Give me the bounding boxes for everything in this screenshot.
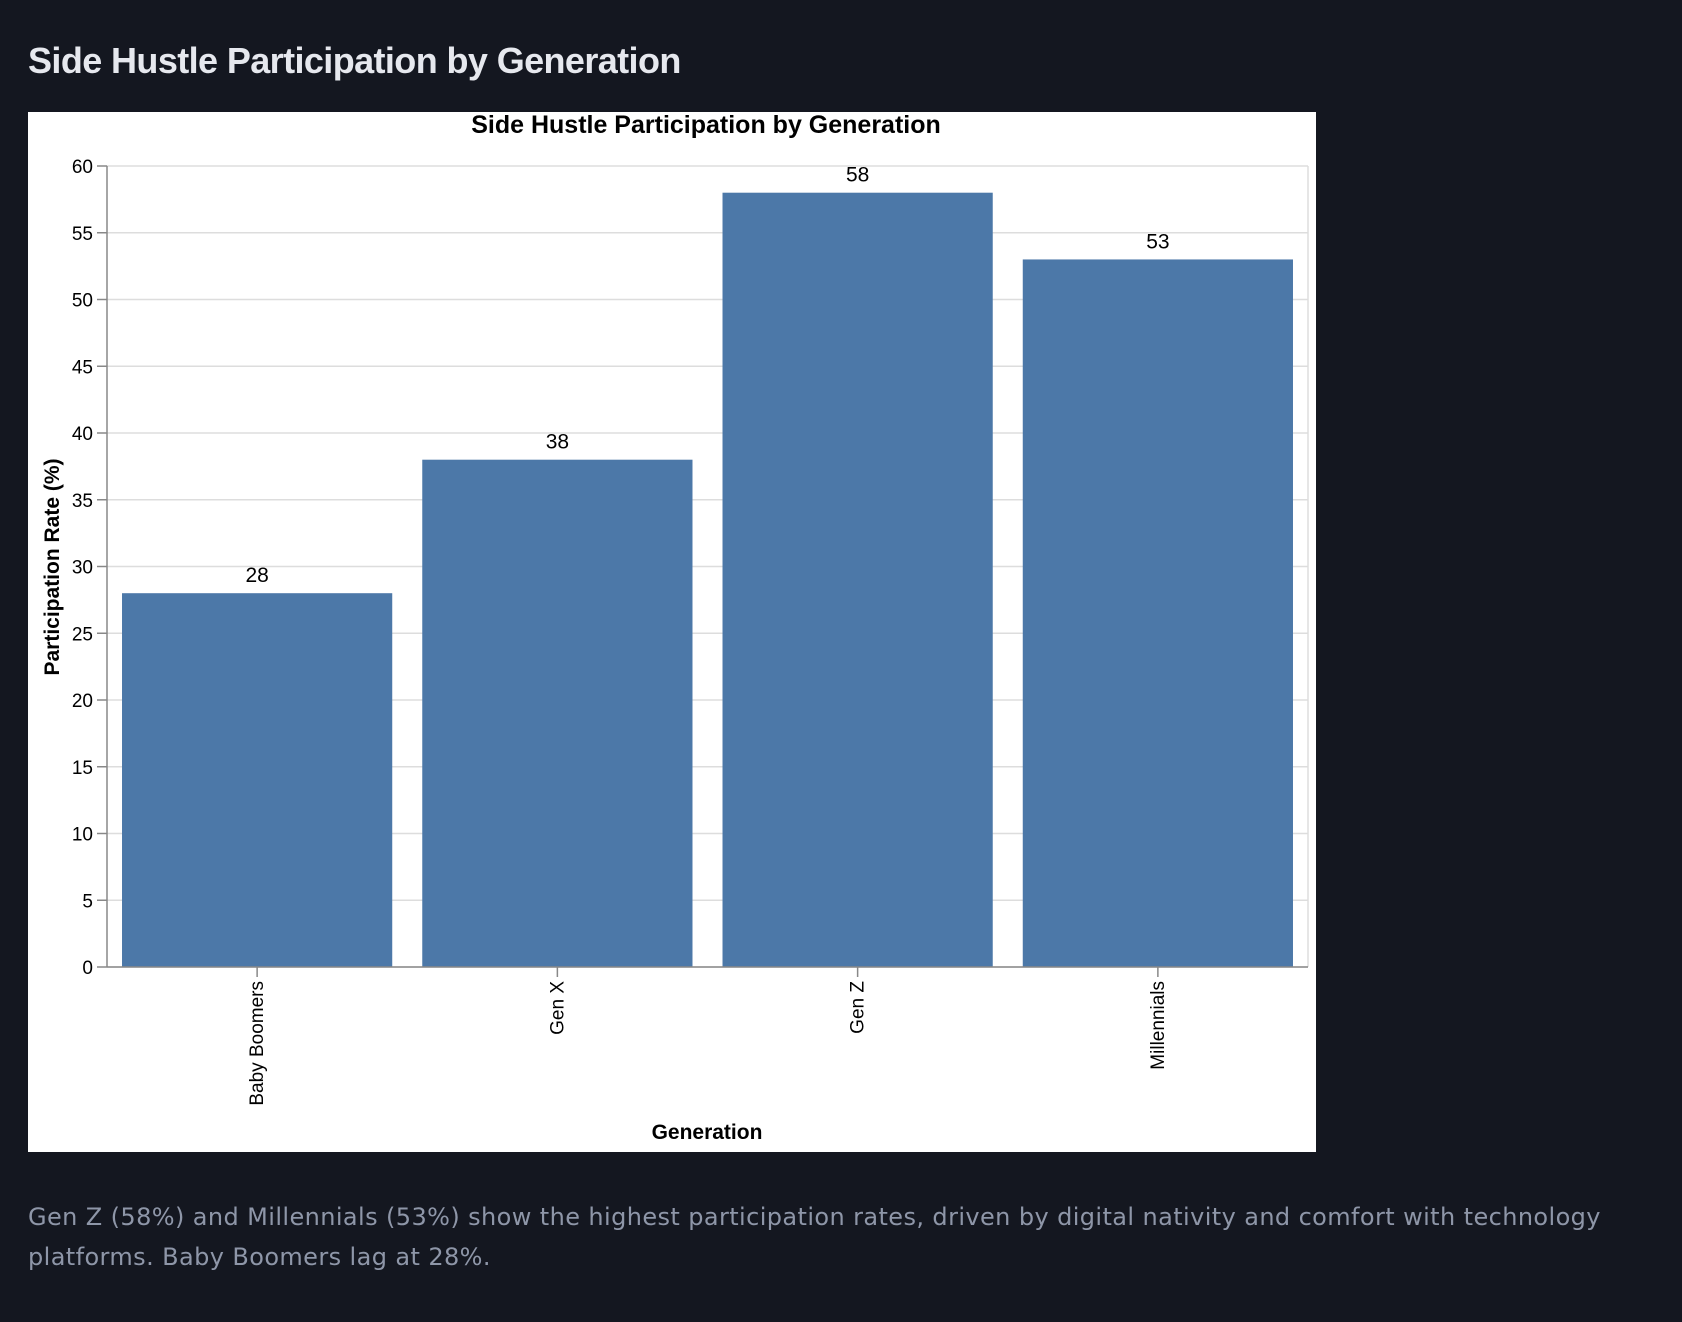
y-tick-label: 5 <box>82 891 93 912</box>
y-axis-title: Participation Rate (%) <box>41 458 64 675</box>
bar-chart: Side Hustle Participation by Generation … <box>41 112 1309 1144</box>
y-tick-label: 0 <box>82 958 93 979</box>
x-tick-label: Gen Z <box>848 981 869 1034</box>
bar <box>122 593 393 967</box>
axes: 0 5 10 15 20 25 30 35 40 45 50 55 60 Baby Boomers Gen … <box>72 157 1308 1106</box>
page-title: Side Hustle Participation by Generation <box>28 40 681 81</box>
data-label: 38 <box>546 431 569 454</box>
x-tick-label: Millennials <box>1148 981 1169 1070</box>
bar <box>722 192 993 967</box>
chart-caption: Gen Z (58%) and Millennials (53%) show t… <box>28 1203 1601 1271</box>
y-tick-label: 50 <box>72 291 93 312</box>
y-tick-label: 45 <box>72 357 93 378</box>
y-tick-label: 35 <box>72 491 93 512</box>
x-tick-label: Gen X <box>547 981 568 1035</box>
chart-title: Side Hustle Participation by Generation <box>471 112 941 139</box>
y-tick-label: 60 <box>72 157 93 178</box>
bars <box>122 192 1293 967</box>
chart-panel: Side Hustle Participation by Generation … <box>28 112 1316 1152</box>
x-tick-label: Baby Boomers <box>247 981 268 1106</box>
x-axis-title: Generation <box>652 1121 763 1144</box>
y-tick-label: 25 <box>72 624 93 645</box>
y-tick-label: 20 <box>72 691 93 712</box>
data-label: 28 <box>245 564 268 587</box>
data-labels: 28 38 58 53 <box>245 164 1169 588</box>
y-tick-label: 15 <box>72 758 93 779</box>
y-tick-label: 30 <box>72 558 93 579</box>
bar <box>1022 259 1293 967</box>
bar <box>422 459 693 967</box>
y-tick-label: 10 <box>72 825 93 846</box>
y-tick-label: 55 <box>72 224 93 245</box>
y-tick-label: 40 <box>72 424 93 445</box>
data-label: 53 <box>1146 230 1169 253</box>
data-label: 58 <box>846 164 869 187</box>
